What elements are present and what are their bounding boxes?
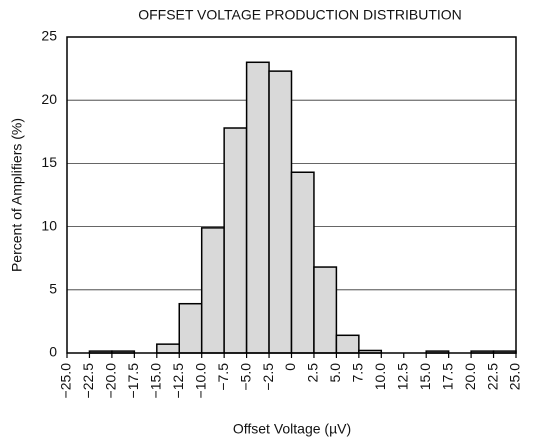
x-tick-label: −20.0 [103, 363, 119, 399]
x-tick-label: −7.5 [215, 363, 231, 391]
x-tick-label: 22.5 [484, 363, 500, 390]
x-tick-label: 5.0 [327, 363, 343, 383]
y-tick-label: 15 [41, 154, 57, 170]
x-tick-label: 0 [282, 363, 298, 371]
x-tick-label: 17.5 [439, 363, 455, 390]
bar [178, 302, 203, 354]
y-tick-label: 5 [49, 281, 57, 297]
bar [268, 70, 293, 354]
x-tick-label: −5.0 [237, 363, 253, 391]
x-tick-label: −2.5 [260, 363, 276, 391]
y-axis-label: Percent of Amplifiers (%) [9, 118, 25, 272]
chart-title: OFFSET VOLTAGE PRODUCTION DISTRIBUTION [138, 7, 462, 23]
x-tick-label: 20.0 [462, 363, 478, 390]
y-tick-label: 25 [41, 28, 57, 44]
x-tick-label: 10.0 [372, 363, 388, 390]
bar [156, 343, 181, 354]
x-tick-label: −22.5 [80, 363, 96, 399]
y-tick-label: 20 [41, 91, 57, 107]
bar [223, 127, 248, 354]
x-tick-label: 15.0 [417, 363, 433, 390]
x-tick-label: 2.5 [305, 363, 321, 383]
x-axis-label: Offset Voltage (µV) [233, 421, 351, 437]
bar [200, 227, 225, 354]
x-tick-label: −12.5 [170, 363, 186, 399]
x-tick-label: −17.5 [125, 363, 141, 399]
x-tick-label: −25.0 [58, 363, 74, 399]
bar [245, 61, 270, 354]
y-tick-label: 10 [41, 217, 57, 233]
bar [290, 171, 315, 354]
x-tick-label: 25.0 [507, 363, 523, 390]
x-tick-label: −10.0 [192, 363, 208, 399]
x-tick-label: 12.5 [394, 363, 410, 390]
bar [335, 334, 360, 354]
x-tick-label: 7.5 [350, 363, 366, 383]
y-tick-label: 0 [49, 344, 57, 360]
x-tick-label: −15.0 [148, 363, 164, 399]
bar [313, 266, 338, 354]
